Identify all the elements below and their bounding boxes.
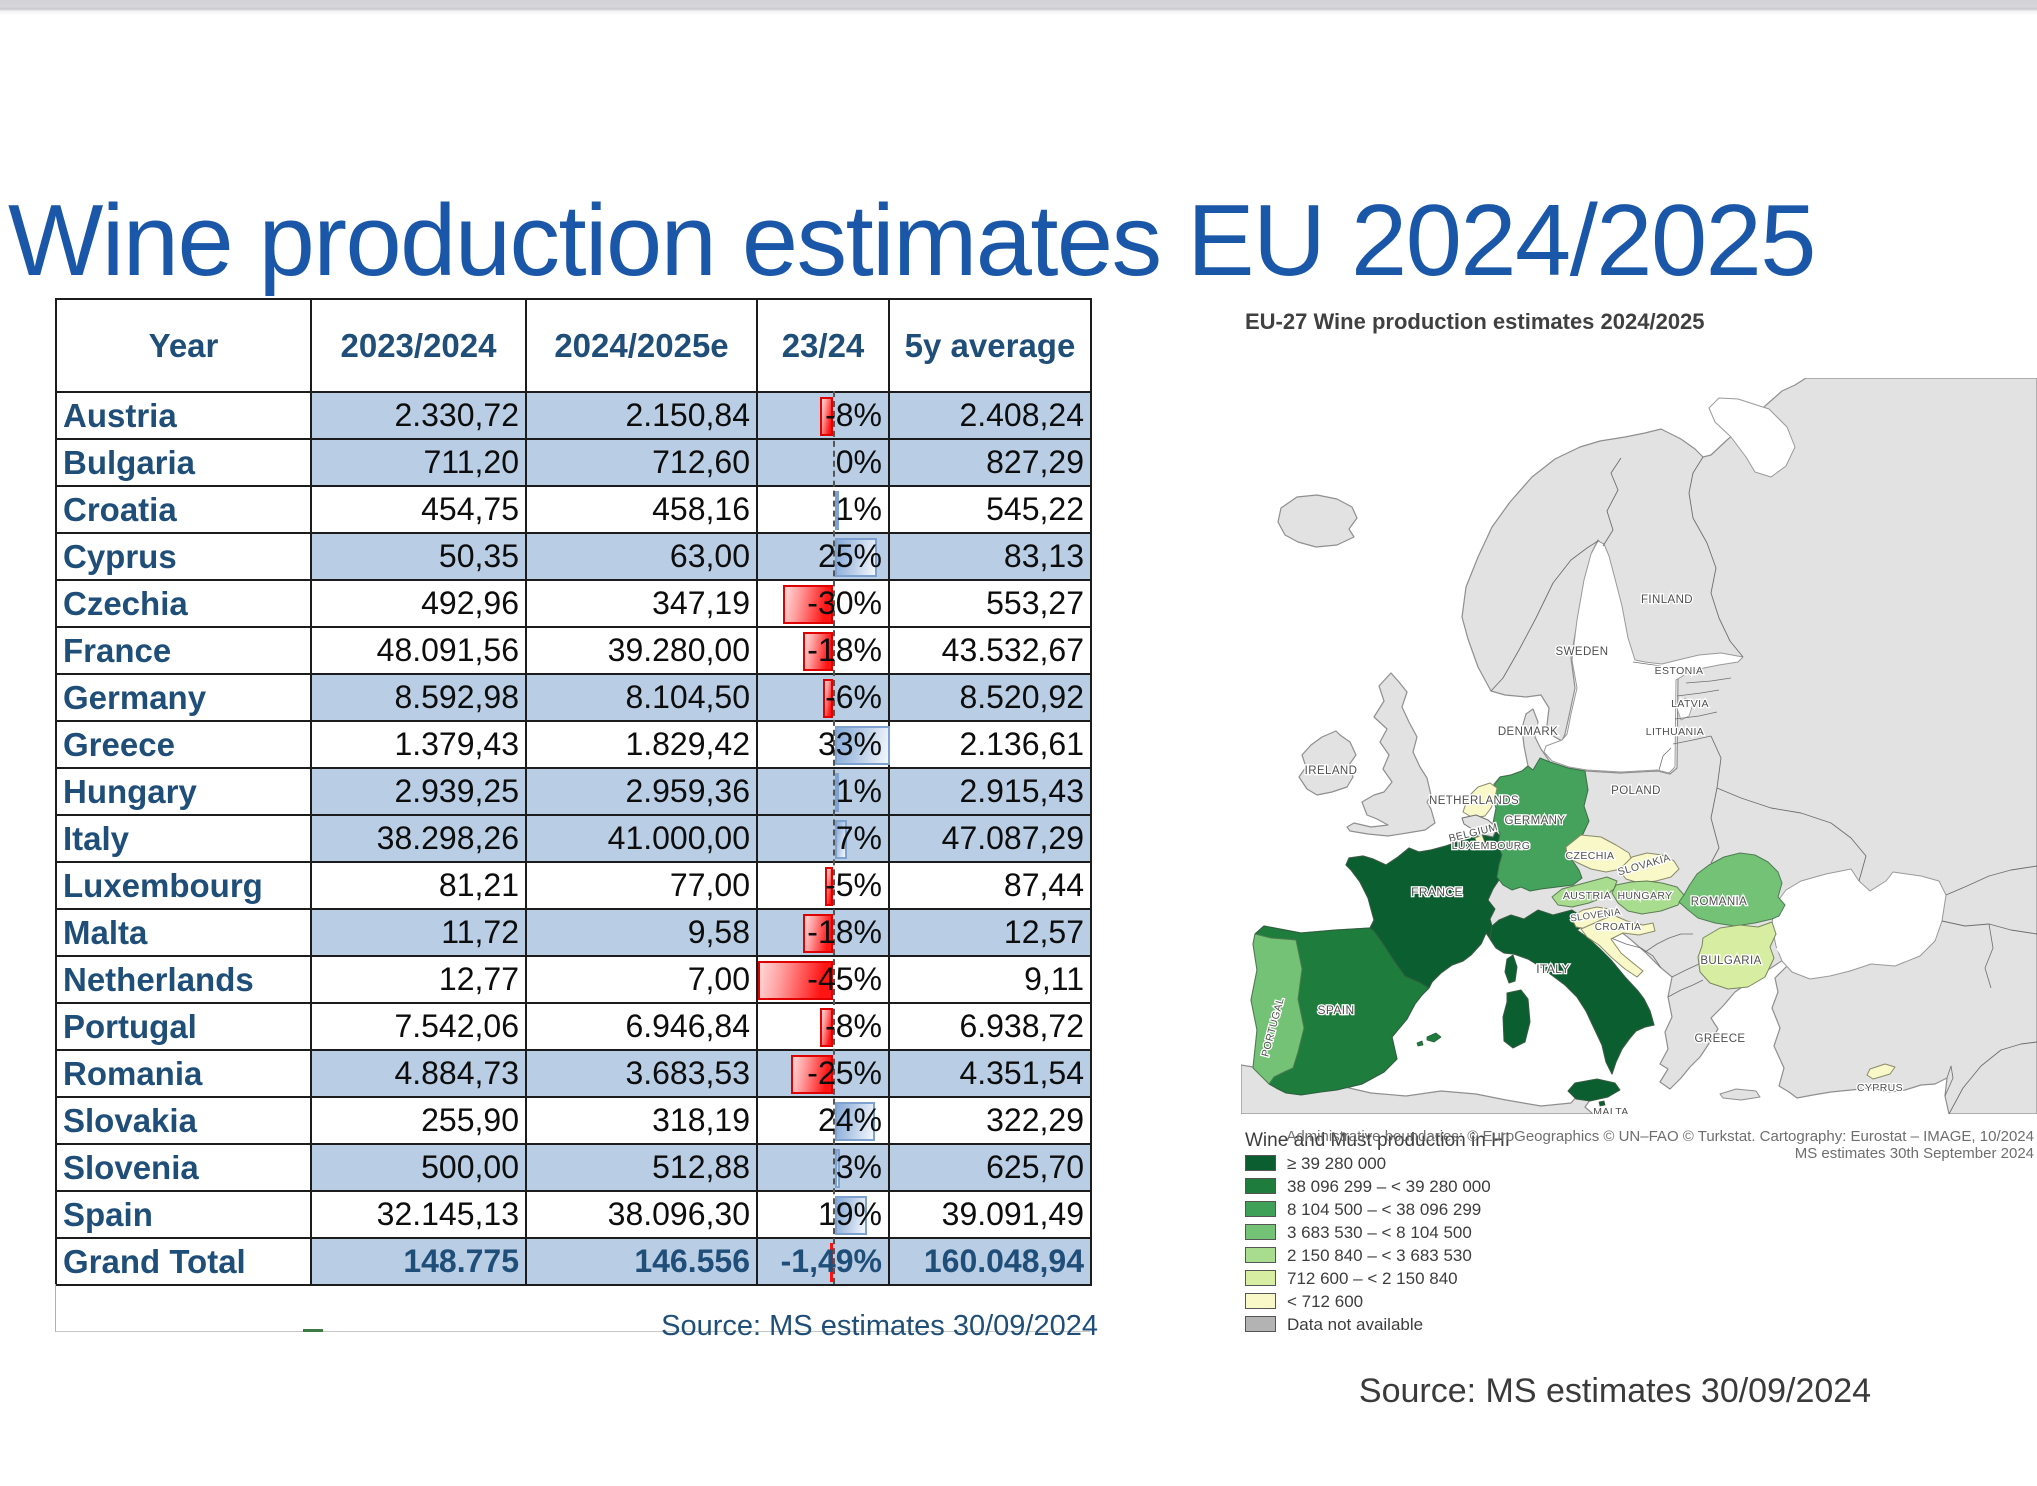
svg-text:ITALY: ITALY: [1536, 962, 1570, 976]
svg-text:MALTA: MALTA: [1593, 1106, 1628, 1114]
svg-text:POLAND: POLAND: [1611, 785, 1661, 797]
svg-text:LITHUANIA: LITHUANIA: [1646, 726, 1704, 738]
svg-text:CZECHIA: CZECHIA: [1566, 850, 1615, 862]
svg-text:DENMARK: DENMARK: [1498, 726, 1558, 738]
svg-text:GERMANY: GERMANY: [1505, 815, 1566, 827]
svg-text:FRANCE: FRANCE: [1411, 885, 1463, 899]
svg-text:FINLAND: FINLAND: [1641, 594, 1693, 606]
svg-text:LATVIA: LATVIA: [1671, 698, 1709, 710]
svg-text:SWEDEN: SWEDEN: [1556, 646, 1609, 658]
svg-text:GREECE: GREECE: [1695, 1033, 1746, 1045]
svg-text:BULGARIA: BULGARIA: [1700, 955, 1761, 967]
svg-text:AUSTRIA: AUSTRIA: [1563, 890, 1611, 902]
svg-text:SPAIN: SPAIN: [1317, 1003, 1354, 1017]
svg-text:ESTONIA: ESTONIA: [1655, 665, 1704, 677]
svg-text:ROMANIA: ROMANIA: [1691, 896, 1747, 908]
svg-text:LUXEMBOURG: LUXEMBOURG: [1452, 840, 1531, 852]
svg-text:IRELAND: IRELAND: [1305, 765, 1358, 777]
svg-text:NETHERLANDS: NETHERLANDS: [1429, 795, 1519, 807]
svg-text:CYPRUS: CYPRUS: [1857, 1082, 1903, 1094]
svg-text:CROATIA: CROATIA: [1595, 922, 1642, 933]
svg-text:HUNGARY: HUNGARY: [1617, 890, 1672, 902]
